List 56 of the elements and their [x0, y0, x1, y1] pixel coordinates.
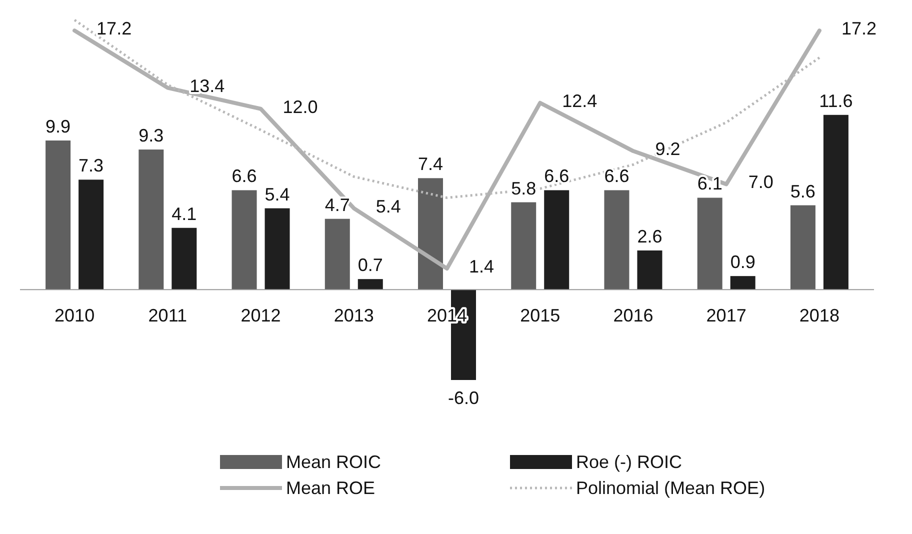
bar	[604, 190, 630, 290]
data-label: 5.8	[511, 178, 536, 198]
data-label: 6.6	[604, 166, 630, 186]
bar	[264, 208, 290, 290]
data-label: 0.9	[730, 252, 756, 272]
x-tick-label: 2013	[334, 306, 374, 326]
data-label: 4.1	[172, 204, 197, 224]
data-label: 1.4	[469, 256, 494, 277]
bar	[544, 190, 570, 290]
bar	[823, 114, 848, 290]
x-tick-label: 2018	[799, 306, 840, 326]
data-label: 9.9	[46, 116, 71, 136]
bar	[637, 250, 662, 290]
x-tick-label: 2011	[148, 306, 188, 326]
x-tick-label: 2012	[240, 306, 281, 326]
bar	[46, 140, 71, 290]
data-label: 11.6	[819, 90, 853, 111]
bar	[730, 276, 756, 290]
data-label: 7.0	[748, 172, 774, 192]
legend-label: Polinomial (Mean ROE)	[576, 478, 766, 498]
data-label: 9.2	[655, 139, 680, 160]
data-label: 7.3	[78, 156, 104, 176]
data-label: 13.4	[190, 76, 225, 96]
bar	[697, 198, 722, 290]
bar	[324, 218, 350, 290]
data-label: 9.3	[138, 126, 164, 146]
data-label: 2.6	[637, 226, 662, 246]
data-label: 5.4	[376, 196, 401, 216]
data-label: 0.7	[358, 255, 383, 276]
bar	[511, 202, 536, 290]
x-tick-label: 2016	[613, 306, 654, 326]
data-label: 4.7	[324, 194, 350, 215]
data-label: 7.4	[418, 154, 444, 174]
bar	[418, 178, 443, 290]
bar	[358, 279, 383, 290]
data-label: 6.6	[232, 166, 257, 186]
x-tick-label: 2017	[706, 306, 746, 326]
bar	[138, 150, 164, 290]
legend-label: Mean ROE	[286, 478, 376, 498]
x-tick-label: 2015	[520, 306, 560, 326]
data-label: 6.6	[544, 166, 570, 186]
legend-label: Roe (-) ROIC	[576, 452, 682, 472]
data-label: 5.6	[790, 181, 816, 202]
legend-label: Mean ROIC	[286, 452, 382, 472]
data-label: -6.0	[448, 388, 480, 408]
bar	[172, 228, 197, 290]
data-label: 5.4	[264, 184, 290, 204]
bar	[790, 205, 816, 290]
data-label: 12.0	[282, 96, 318, 117]
data-label: 12.4	[562, 90, 598, 111]
bar	[232, 190, 257, 290]
data-label: 17.2	[841, 18, 876, 39]
x-tick-label: 2010	[54, 306, 95, 326]
bar	[78, 180, 104, 290]
data-label: 6.1	[697, 174, 722, 194]
data-label: 17.2	[96, 18, 132, 39]
